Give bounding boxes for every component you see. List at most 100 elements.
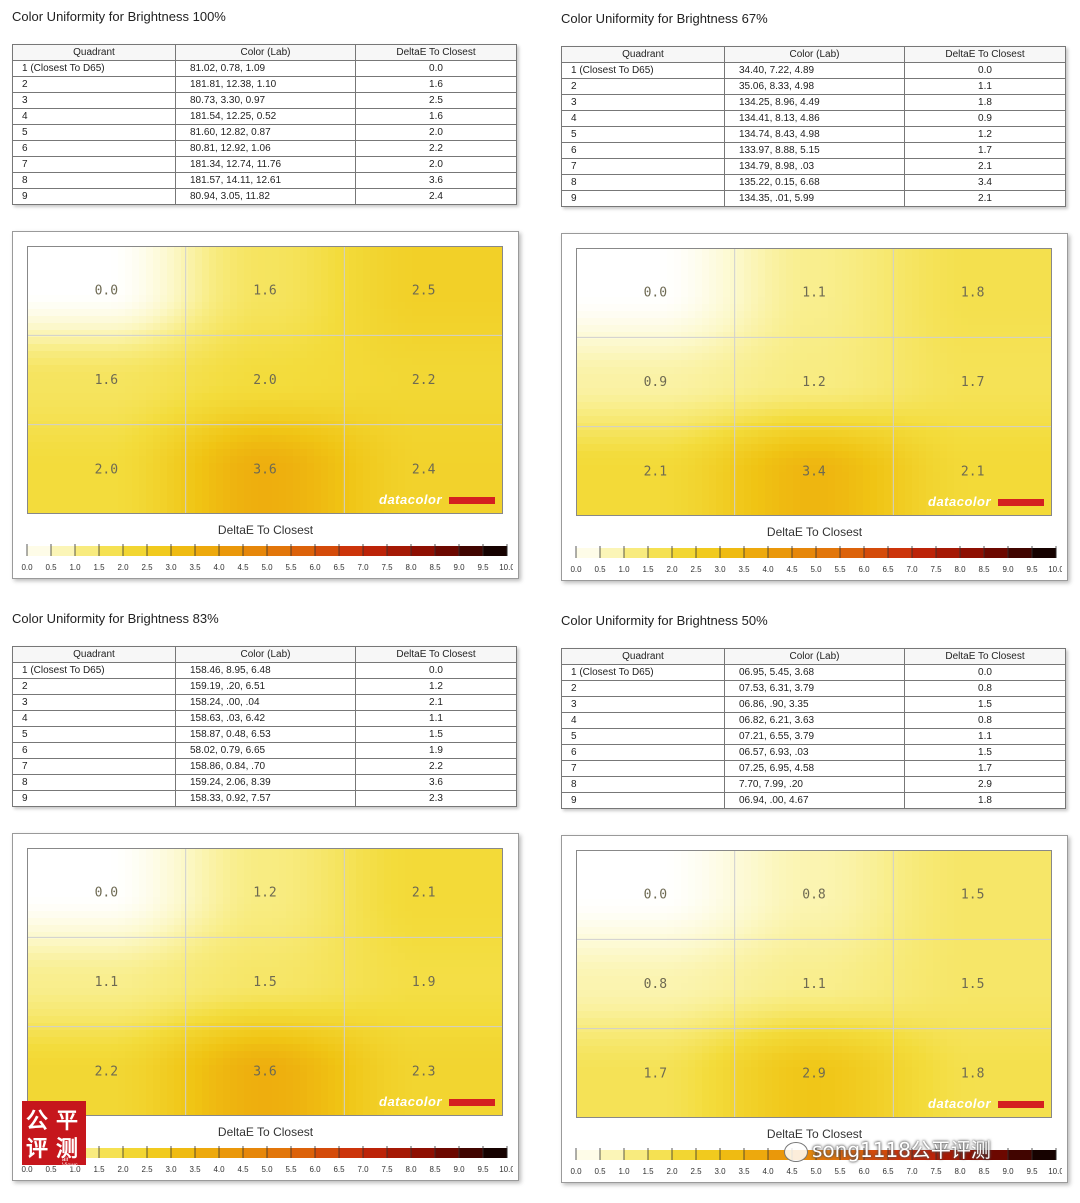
heatmap-tile xyxy=(251,386,259,394)
heatmap-tile xyxy=(83,456,91,464)
heatmap-tile xyxy=(153,358,161,366)
heatmap-tile xyxy=(349,505,357,513)
heatmap-tile xyxy=(989,451,997,459)
heatmap-tile xyxy=(835,318,843,326)
heatmap-tile xyxy=(279,246,287,254)
heatmap-tile xyxy=(202,498,210,506)
heatmap-tile xyxy=(251,344,259,352)
heatmap-tile xyxy=(34,400,42,408)
heatmap-tile xyxy=(188,414,196,422)
heatmap-tile xyxy=(251,253,259,261)
heatmap-tile xyxy=(41,344,49,352)
heatmap-tile xyxy=(954,465,962,473)
heatmap-tile xyxy=(370,260,378,268)
heatmap-tile xyxy=(723,402,731,410)
heatmap-tile xyxy=(258,442,266,450)
heatmap-tile xyxy=(314,463,322,471)
heatmap-tile xyxy=(695,465,703,473)
heatmap-tile xyxy=(272,309,280,317)
heatmap-tile xyxy=(632,283,640,291)
cell-quadrant: 9 xyxy=(561,190,725,207)
heatmap-tile xyxy=(751,262,759,270)
heatmap-tile xyxy=(132,456,140,464)
heatmap-tile xyxy=(223,358,231,366)
heatmap-tile xyxy=(209,309,217,317)
heatmap-tile xyxy=(139,302,147,310)
heatmap-tile xyxy=(118,309,126,317)
heatmap-tile xyxy=(426,407,434,415)
heatmap-tile xyxy=(76,274,84,282)
heatmap-tile xyxy=(279,414,287,422)
heatmap-tile xyxy=(398,505,406,513)
heatmap-tile xyxy=(954,360,962,368)
heatmap-tile xyxy=(940,332,948,340)
heatmap-tile xyxy=(188,428,196,436)
heatmap-tile xyxy=(674,283,682,291)
heatmap-tile xyxy=(174,351,182,359)
heatmap-tile xyxy=(468,400,476,408)
heatmap-tile xyxy=(954,325,962,333)
heatmap-tile xyxy=(1017,444,1025,452)
heatmap-tile xyxy=(863,346,871,354)
heatmap-tile xyxy=(751,444,759,452)
heatmap-tile xyxy=(912,402,920,410)
heatmap-tile xyxy=(342,414,350,422)
scale-segment xyxy=(483,546,508,556)
heatmap-tile xyxy=(447,302,455,310)
heatmap-tile xyxy=(639,388,647,396)
heatmap-tile xyxy=(356,302,364,310)
heatmap-tile xyxy=(370,414,378,422)
heatmap-tile xyxy=(349,372,357,380)
heatmap-tile xyxy=(384,358,392,366)
heatmap-tile xyxy=(111,358,119,366)
heatmap-tile xyxy=(1010,311,1018,319)
heatmap-tile xyxy=(751,255,759,263)
heatmap-tile xyxy=(926,409,934,417)
heatmap-tile xyxy=(751,465,759,473)
heatmap-tile xyxy=(265,372,273,380)
heatmap-tile xyxy=(982,346,990,354)
heatmap-tile xyxy=(961,409,969,417)
heatmap-tile xyxy=(482,505,490,513)
heatmap-tile xyxy=(730,248,738,256)
heatmap-tile xyxy=(195,477,203,485)
heatmap-tile xyxy=(293,428,301,436)
heatmap-tile xyxy=(41,281,49,289)
heatmap-tile xyxy=(639,248,647,256)
heatmap-tile xyxy=(1003,458,1011,466)
heatmap-tile xyxy=(69,393,77,401)
heatmap-tile xyxy=(377,365,385,373)
heatmap-tile xyxy=(48,351,56,359)
heatmap-tile xyxy=(419,491,427,499)
heatmap-tile xyxy=(786,388,794,396)
heatmap-tile xyxy=(1038,283,1046,291)
heatmap-tile xyxy=(737,416,745,424)
heatmap-tile xyxy=(905,451,913,459)
heatmap-tile xyxy=(244,484,252,492)
heatmap-tile xyxy=(1003,374,1011,382)
heatmap-tile xyxy=(118,323,126,331)
heatmap-tile xyxy=(898,430,906,438)
heatmap-tile xyxy=(793,276,801,284)
heatmap-tile xyxy=(188,477,196,485)
heatmap-tile xyxy=(419,323,427,331)
heatmap-tile xyxy=(702,353,710,361)
heatmap-tile xyxy=(356,295,364,303)
heatmap-tile xyxy=(674,318,682,326)
heatmap-tile xyxy=(461,435,469,443)
heatmap-tile xyxy=(174,449,182,457)
heatmap-tile xyxy=(660,248,668,256)
heatmap-tile xyxy=(454,302,462,310)
cell-color-lab: 181.57, 14.11, 12.61 xyxy=(175,172,356,189)
heatmap-tile xyxy=(940,437,948,445)
heatmap-tile xyxy=(433,323,441,331)
heatmap-tile xyxy=(307,365,315,373)
heatmap-tile xyxy=(1010,360,1018,368)
heatmap-tile xyxy=(1003,276,1011,284)
heatmap-tile xyxy=(55,484,63,492)
heatmap-tile xyxy=(48,295,56,303)
heatmap-tile xyxy=(849,430,857,438)
heatmap-tile xyxy=(55,414,63,422)
heatmap-tile xyxy=(891,451,899,459)
heatmap-tile xyxy=(363,351,371,359)
